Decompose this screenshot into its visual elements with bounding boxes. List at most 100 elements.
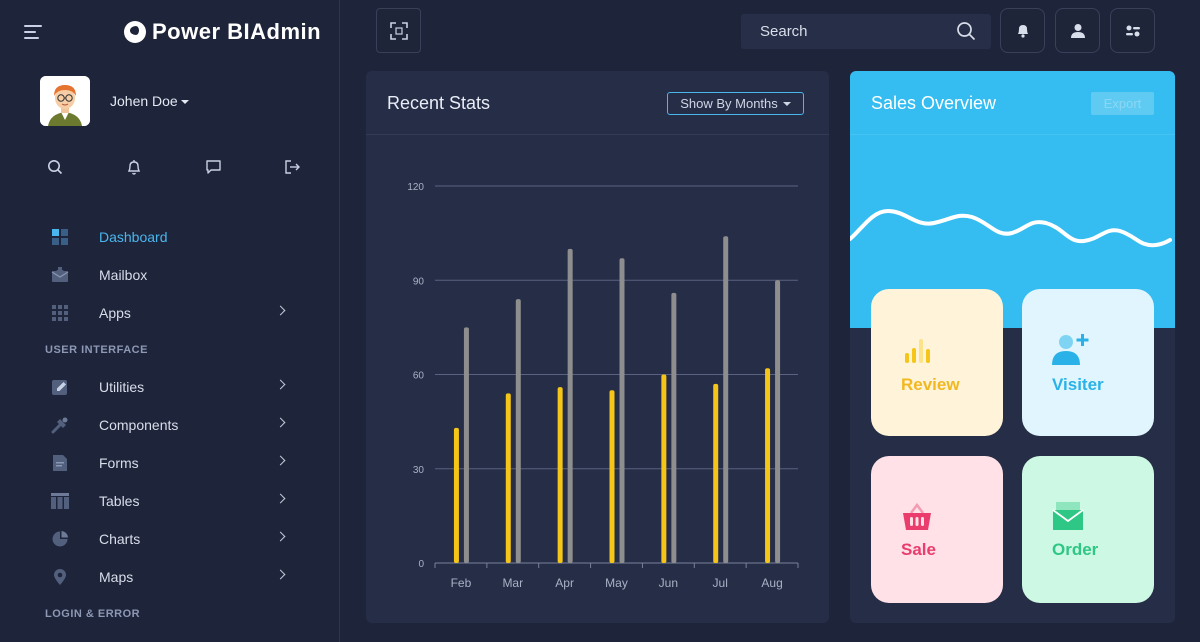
y-tick-label: 90 [413,276,425,287]
bar-series-1 [557,387,563,563]
sidebar-item-charts[interactable]: Charts [0,520,340,558]
bar-series-1 [713,383,719,563]
bar-series-1 [453,427,459,563]
review-tile[interactable]: Review [871,289,1003,436]
menu-toggle-icon[interactable] [24,25,42,41]
bell-icon[interactable] [123,156,145,178]
recent-stats-chart: 0 30 60 90 120 Feb Mar Apr May Jun Jul Aug [407,182,799,590]
table-icon [50,491,70,511]
x-tick-label: Jun [659,576,678,590]
chevron-right-icon [275,569,286,580]
sidebar-item-mailbox[interactable]: Mailbox [0,256,340,294]
bar-series-2 [775,280,781,563]
sidebar-item-dashboard[interactable]: Dashboard [0,218,340,256]
chevron-right-icon [275,379,286,390]
caret-down-icon [180,100,189,105]
tile-label: Review [901,375,960,394]
order-tile[interactable]: Order [1022,456,1154,603]
x-tick-label: Feb [451,576,472,590]
search-box [741,14,991,49]
search-icon[interactable] [44,156,66,178]
bar-series-1 [661,374,667,563]
pie-chart-icon [50,529,70,549]
bar-series-2 [515,299,521,563]
user-name: Johen Doe [110,93,178,109]
sales-header-panel: Sales Overview Export [850,71,1175,328]
fullscreen-button[interactable] [376,8,421,53]
visiter-tile[interactable]: Visiter [1022,289,1154,436]
mail-icon [50,265,70,285]
sidebar-item-forms[interactable]: Forms [0,444,340,482]
form-icon [50,453,70,473]
brand-row: Power BIAdmin [0,0,340,64]
y-tick-label: 60 [413,371,425,382]
bell-icon [1017,25,1028,38]
x-tick-label: Apr [555,576,574,590]
nav-section-user-interface: USER INTERFACE [45,344,148,356]
pencil-icon [50,377,70,397]
sales-overview-card: Sales Overview Export Review Visiter [850,71,1175,623]
chat-icon[interactable] [203,156,225,178]
sidebar-item-label: Charts [99,531,141,547]
bar-series-2 [723,236,729,563]
apps-grid-icon [50,303,70,323]
sidebar-item-utilities[interactable]: Utilities [0,368,340,406]
tile-label: Sale [901,540,936,559]
x-tick-label: May [605,576,628,590]
avatar[interactable] [40,76,90,126]
user-menu[interactable]: Johen Doe [110,93,189,109]
sidebar-item-tables[interactable]: Tables [0,482,340,520]
search-input[interactable] [760,23,950,40]
logout-icon[interactable] [282,156,304,178]
sidebar-item-label: Forms [99,455,139,471]
chevron-right-icon [275,305,286,316]
notifications-button[interactable] [1000,8,1045,53]
y-tick-label: 0 [418,559,424,570]
sidebar-item-label: Components [99,417,179,433]
tools-icon [50,415,70,435]
chevron-right-icon [275,531,286,542]
top-bar [340,0,1200,64]
profile-button[interactable] [1055,8,1100,53]
sidebar-item-label: Dashboard [99,229,168,245]
user-icon [1070,23,1085,38]
chevron-right-icon [275,417,286,428]
logo[interactable]: Power BIAdmin [124,19,321,45]
settings-button[interactable] [1110,8,1155,53]
card-title: Sales Overview [871,93,997,113]
bar-series-2 [567,248,573,563]
card-title: Recent Stats [387,93,491,113]
caret-down-icon [782,101,791,106]
search-icon[interactable] [956,21,976,46]
x-tick-label: Aug [761,576,782,590]
sidebar-item-label: Apps [99,305,131,321]
toggle-settings-icon [1125,25,1140,36]
recent-stats-card: Recent Stats Show By Months 0 30 60 90 120 Fe… [366,71,829,623]
sale-tile[interactable]: Sale [871,456,1003,603]
sidebar-item-label: Tables [99,493,140,509]
add-user-icon [1052,334,1089,365]
sidebar-item-components[interactable]: Components [0,406,340,444]
sidebar: Power BIAdmin Johen Doe [0,0,340,642]
chevron-right-icon [275,493,286,504]
bar-series-1 [505,393,511,563]
bar-series-2 [671,292,677,563]
brand-name: Power BIAdmin [152,19,322,44]
chevron-right-icon [275,455,286,466]
x-tick-label: Jul [713,576,728,590]
y-tick-label: 30 [413,465,425,476]
sidebar-item-label: Mailbox [99,267,148,283]
x-tick-label: Mar [502,576,523,590]
bar-chart-icon [905,339,930,363]
bar-series-2 [619,258,625,563]
card-header: Recent Stats Show By Months [366,71,829,135]
show-by-months-dropdown[interactable]: Show By Months [667,92,804,115]
bar-series-1 [609,390,615,563]
bar-series-1 [765,368,771,563]
logo-icon [124,21,146,43]
sidebar-item-apps[interactable]: Apps [0,294,340,332]
export-button[interactable]: Export [1091,92,1154,115]
sidebar-item-maps[interactable]: Maps [0,558,340,596]
mail-envelope-icon [1052,502,1084,530]
shopping-basket-icon [903,502,931,530]
